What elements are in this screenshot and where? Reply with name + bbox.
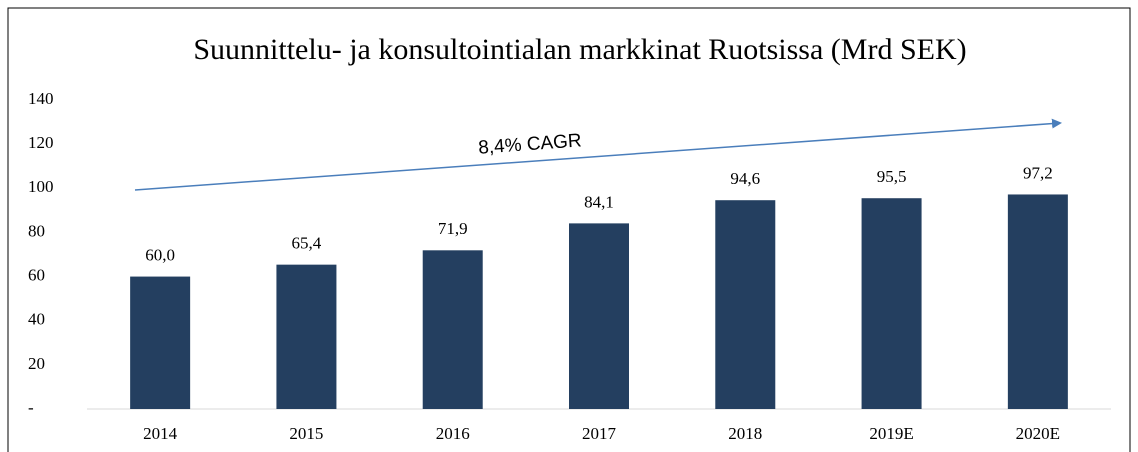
chart-border — [7, 7, 1131, 452]
x-tick-label: 2017 — [582, 424, 617, 443]
value-label: 65,4 — [292, 234, 322, 253]
value-label: 95,5 — [877, 167, 907, 186]
x-tick-label: 2015 — [289, 424, 323, 443]
bar — [130, 276, 191, 409]
chart-title: Suunnittelu- ja konsultointialan markkin… — [193, 33, 966, 66]
y-tick-label: 100 — [28, 177, 54, 196]
x-tick-label: 2019E — [869, 424, 913, 443]
y-tick-label: - — [28, 398, 34, 417]
x-tick-label: 2018 — [728, 424, 762, 443]
y-tick-label: 40 — [28, 310, 45, 329]
bar — [715, 200, 776, 409]
bar — [569, 223, 629, 409]
y-tick-label: 120 — [28, 133, 54, 152]
value-label: 97,2 — [1023, 163, 1053, 182]
bar — [1007, 194, 1068, 409]
value-label: 71,9 — [438, 219, 468, 238]
y-tick-label: 60 — [28, 265, 45, 284]
annotation: 8,4% CAGR — [478, 130, 583, 158]
cagr-arrow — [134, 118, 1062, 191]
x-tick-label: 2014 — [143, 424, 178, 443]
value-label: 94,6 — [730, 169, 760, 188]
value-label: 60,0 — [145, 245, 175, 264]
bar — [861, 198, 922, 409]
y-tick-label: 80 — [28, 221, 45, 240]
bar — [276, 264, 337, 409]
bar — [422, 250, 483, 409]
value-label: 84,1 — [584, 192, 614, 211]
x-tick-label: 2020E — [1016, 424, 1060, 443]
y-tick-label: 140 — [28, 89, 54, 108]
x-tick-label: 2016 — [436, 424, 470, 443]
y-tick-label: 20 — [28, 354, 45, 373]
